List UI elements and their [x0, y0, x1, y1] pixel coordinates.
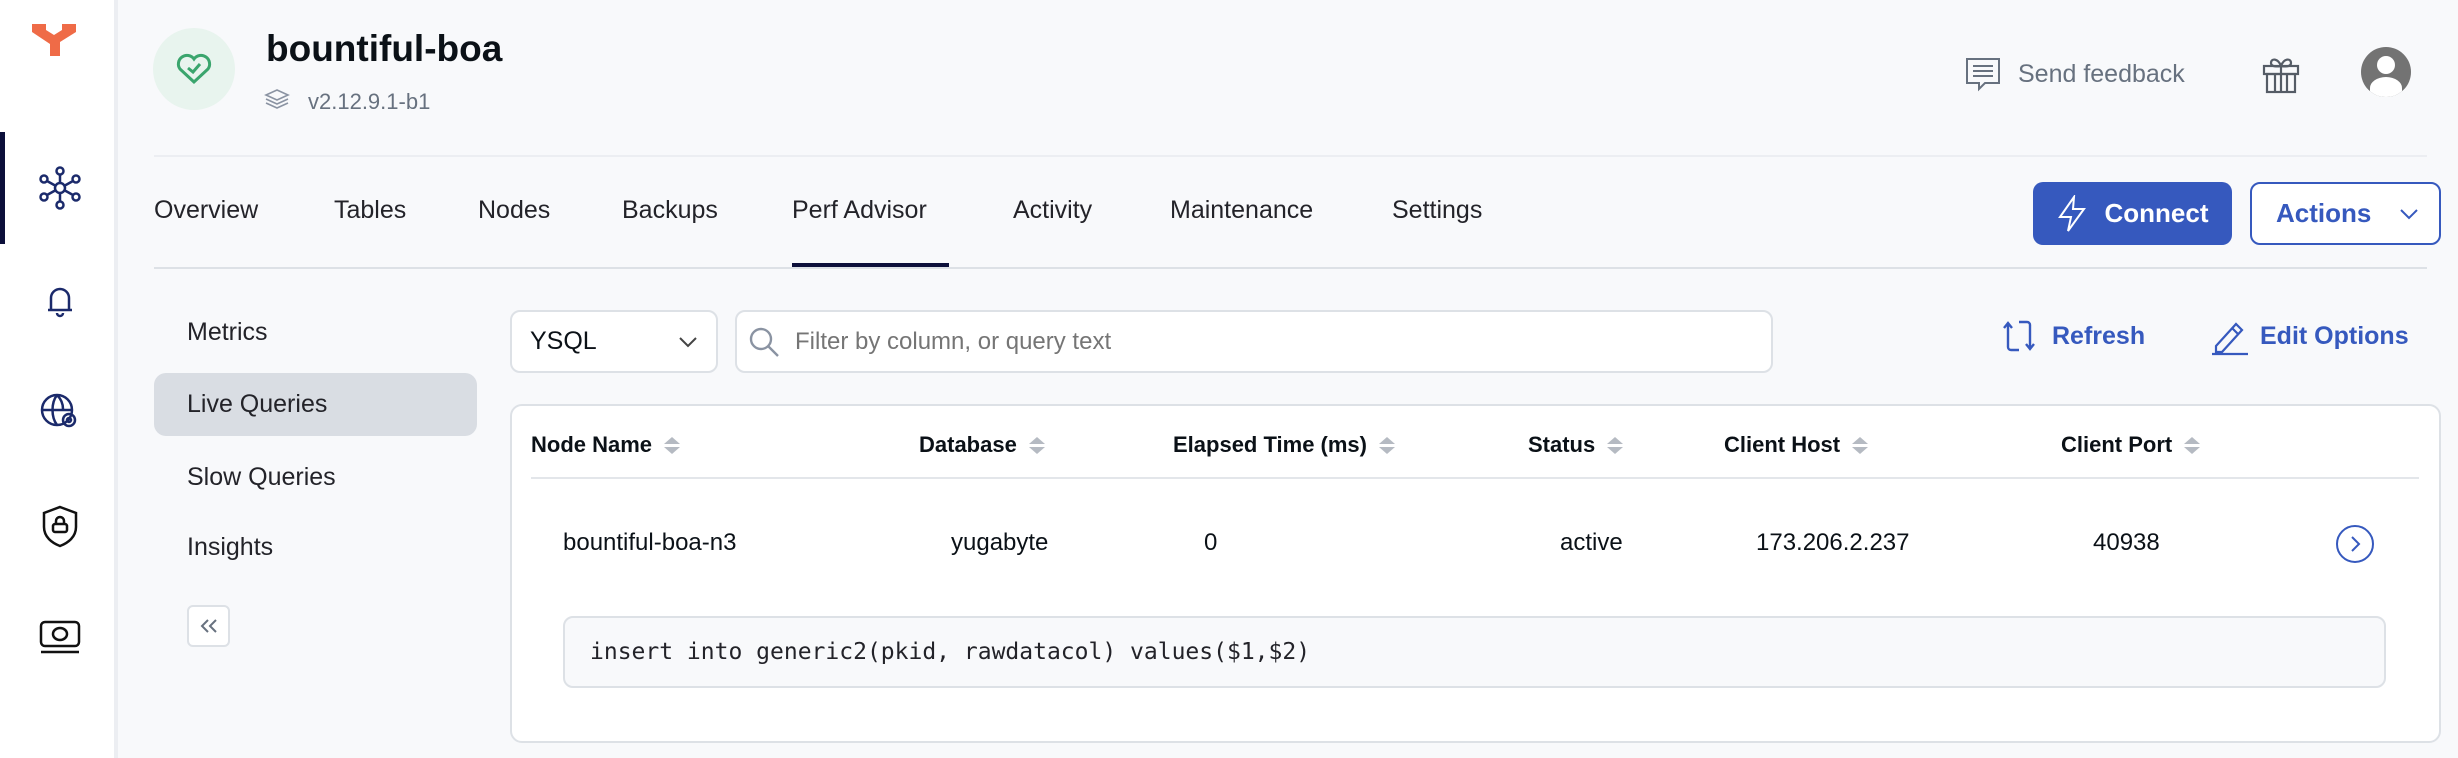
sort-icon [664, 436, 681, 454]
sort-icon [1379, 436, 1395, 454]
cell-client-port: 40938 [2093, 529, 2160, 556]
chevron-down-icon [679, 336, 697, 347]
send-feedback-button[interactable]: Send feedback [1964, 56, 2185, 92]
query-text-box: insert into generic2(pkid, rawdatacol) v… [563, 616, 2386, 688]
lightning-icon [2057, 194, 2086, 232]
header-divider [154, 155, 2427, 157]
tab-settings[interactable]: Settings [1392, 196, 1483, 224]
heart-check-icon [176, 53, 212, 85]
sort-icon [1852, 436, 1869, 454]
user-avatar[interactable] [2361, 47, 2411, 97]
sort-icon [1028, 436, 1045, 454]
column-header-node-name[interactable]: Node Name [531, 432, 681, 458]
cell-database: yugabyte [951, 529, 1049, 556]
layers-icon [264, 88, 290, 115]
column-header-status[interactable]: Status [1528, 432, 1624, 458]
shield-lock-icon[interactable] [34, 500, 86, 552]
tabs-divider [154, 267, 2427, 269]
sort-icon [2184, 436, 2201, 454]
pencil-icon [2212, 322, 2248, 356]
column-header-client-host[interactable]: Client Host [1724, 432, 1869, 458]
active-nav-indicator [0, 132, 5, 244]
version-label: v2.12.9.1-b1 [308, 89, 431, 114]
column-header-elapsed-time[interactable]: Elapsed Time (ms) [1173, 432, 1395, 458]
actions-dropdown[interactable]: Actions [2250, 182, 2441, 245]
nav-insights[interactable]: Insights [187, 533, 274, 561]
search-icon [749, 327, 779, 357]
tab-activity[interactable]: Activity [1013, 196, 1093, 224]
active-tab-underline [792, 263, 949, 268]
sort-icon [1607, 436, 1624, 454]
billing-icon[interactable] [34, 610, 86, 662]
row-expand-button[interactable] [2336, 525, 2374, 563]
cell-client-host: 173.206.2.237 [1756, 529, 1910, 556]
tab-maintenance[interactable]: Maintenance [1170, 196, 1314, 224]
query-text: insert into generic2(pkid, rawdatacol) v… [590, 639, 1311, 665]
table-header-divider [531, 477, 2419, 479]
gift-icon[interactable] [2262, 54, 2300, 99]
refresh-icon [2003, 320, 2035, 352]
tab-overview[interactable]: Overview [154, 196, 259, 224]
chevron-right-icon [2351, 536, 2361, 552]
column-header-client-port[interactable]: Client Port [2061, 432, 2201, 458]
api-select[interactable]: YSQL [510, 310, 718, 373]
cell-node-name: bountiful-boa-n3 [563, 529, 737, 556]
refresh-button[interactable]: Refresh [2000, 318, 2145, 354]
filter-input[interactable] [795, 327, 1695, 356]
chevron-down-icon [2400, 208, 2419, 219]
cell-status: active [1560, 529, 1623, 556]
connect-button[interactable]: Connect [2033, 182, 2232, 245]
tab-perf-advisor[interactable]: Perf Advisor [792, 196, 927, 224]
feedback-icon [1966, 58, 2000, 92]
page-title: bountiful-boa [266, 28, 503, 69]
globe-settings-icon[interactable] [34, 386, 86, 438]
nav-live-queries[interactable] [154, 373, 477, 436]
collapse-nav-button[interactable] [187, 605, 230, 647]
edit-options-button[interactable]: Edit Options [2210, 316, 2409, 356]
nav-slow-queries[interactable]: Slow Queries [187, 463, 336, 491]
filter-search-field[interactable] [735, 310, 1773, 373]
nav-live-queries-label: Live Queries [187, 390, 328, 418]
tab-backups[interactable]: Backups [622, 196, 718, 224]
column-header-database[interactable]: Database [919, 432, 1045, 458]
sidebar [0, 0, 118, 758]
health-badge [153, 28, 235, 110]
nav-metrics[interactable]: Metrics [187, 318, 268, 346]
cell-elapsed: 0 [1204, 529, 1218, 556]
universes-icon[interactable] [34, 162, 86, 214]
tab-nodes[interactable]: Nodes [478, 196, 551, 224]
double-chevron-left-icon [200, 619, 217, 633]
tab-tables[interactable]: Tables [334, 196, 407, 224]
bell-icon[interactable] [34, 272, 86, 324]
logo-icon[interactable] [32, 24, 76, 61]
